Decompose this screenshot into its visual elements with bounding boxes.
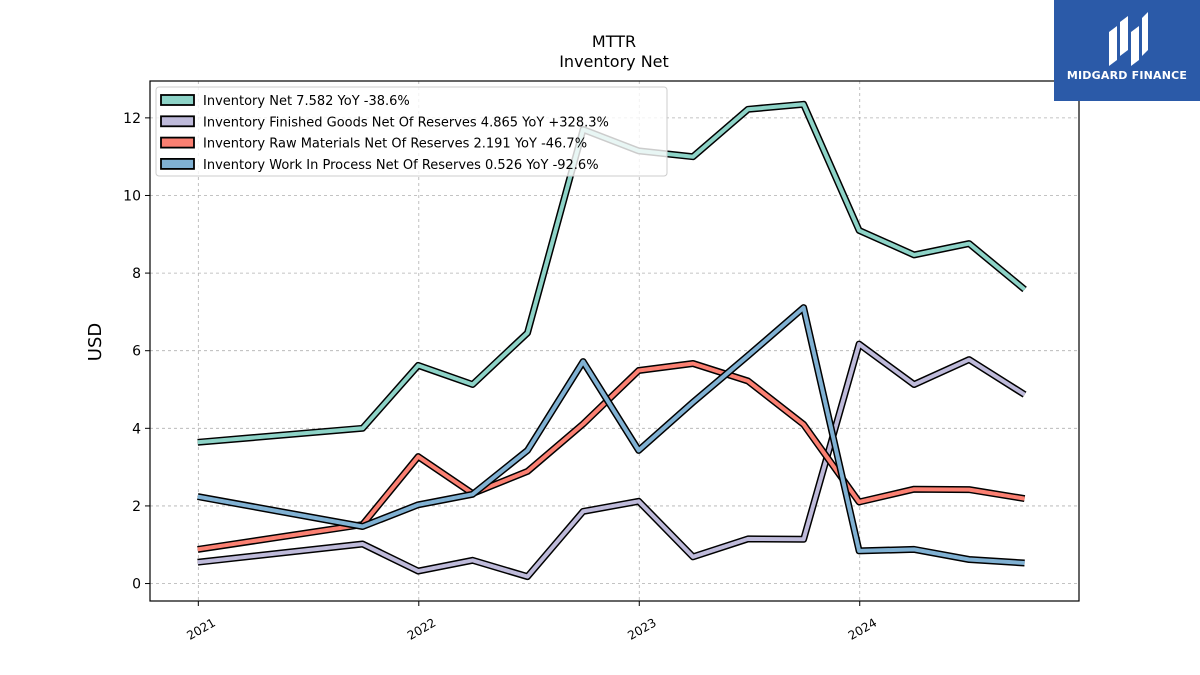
legend-swatch: [160, 94, 195, 106]
y-tick-label: 6: [132, 344, 141, 360]
legend-label: Inventory Finished Goods Net Of Reserves…: [203, 115, 609, 130]
brand-mark-icon: [1109, 12, 1148, 66]
y-tick-label: 4: [132, 421, 141, 437]
plot-frame: [149, 80, 1080, 602]
x-ticks: 2021 2022 2023 2024: [184, 601, 879, 643]
legend-swatch: [160, 115, 195, 128]
series-line-3: [197, 360, 1026, 553]
legend-box: [155, 86, 668, 177]
series-stroke: [197, 305, 1025, 565]
legend-label: Inventory Raw Materials Net Of Reserves …: [203, 137, 587, 152]
brand-logo: MIDGARD FINANCE: [1054, 0, 1200, 101]
x-tick-label: 2022: [405, 615, 438, 642]
chart-subtitle: Inventory Net: [559, 52, 669, 71]
series-outline: [197, 304, 1025, 567]
x-tick-label: 2021: [184, 615, 217, 642]
y-tick-label: 0: [132, 577, 141, 593]
y-ticks: 0 2 4 6 8 10 12: [123, 111, 150, 593]
chart-title: MTTR: [592, 32, 636, 51]
brand-name: MIDGARD FINANCE: [1066, 69, 1188, 82]
legend-label: Inventory Net 7.582 YoY -38.6%: [203, 94, 410, 109]
x-tick-label: 2023: [625, 615, 658, 642]
series-line-2: [197, 340, 1027, 581]
series-line-4: [197, 304, 1025, 567]
y-tick-label: 2: [132, 499, 141, 515]
legend: Inventory Net 7.582 YoY -38.6% Inventory …: [155, 86, 668, 177]
legend-swatch: [160, 136, 195, 149]
legend-label: Inventory Work In Process Net Of Reserve…: [203, 158, 599, 173]
series-outline: [197, 340, 1027, 581]
x-tick-label: 2024: [846, 615, 879, 642]
y-tick-label: 8: [132, 266, 141, 282]
series-stroke: [197, 342, 1026, 579]
series-stroke: [197, 361, 1025, 552]
y-axis-label: USD: [85, 323, 106, 361]
legend-swatch: [160, 157, 195, 170]
y-tick-label: 10: [123, 188, 141, 204]
y-tick-label: 12: [123, 111, 141, 127]
